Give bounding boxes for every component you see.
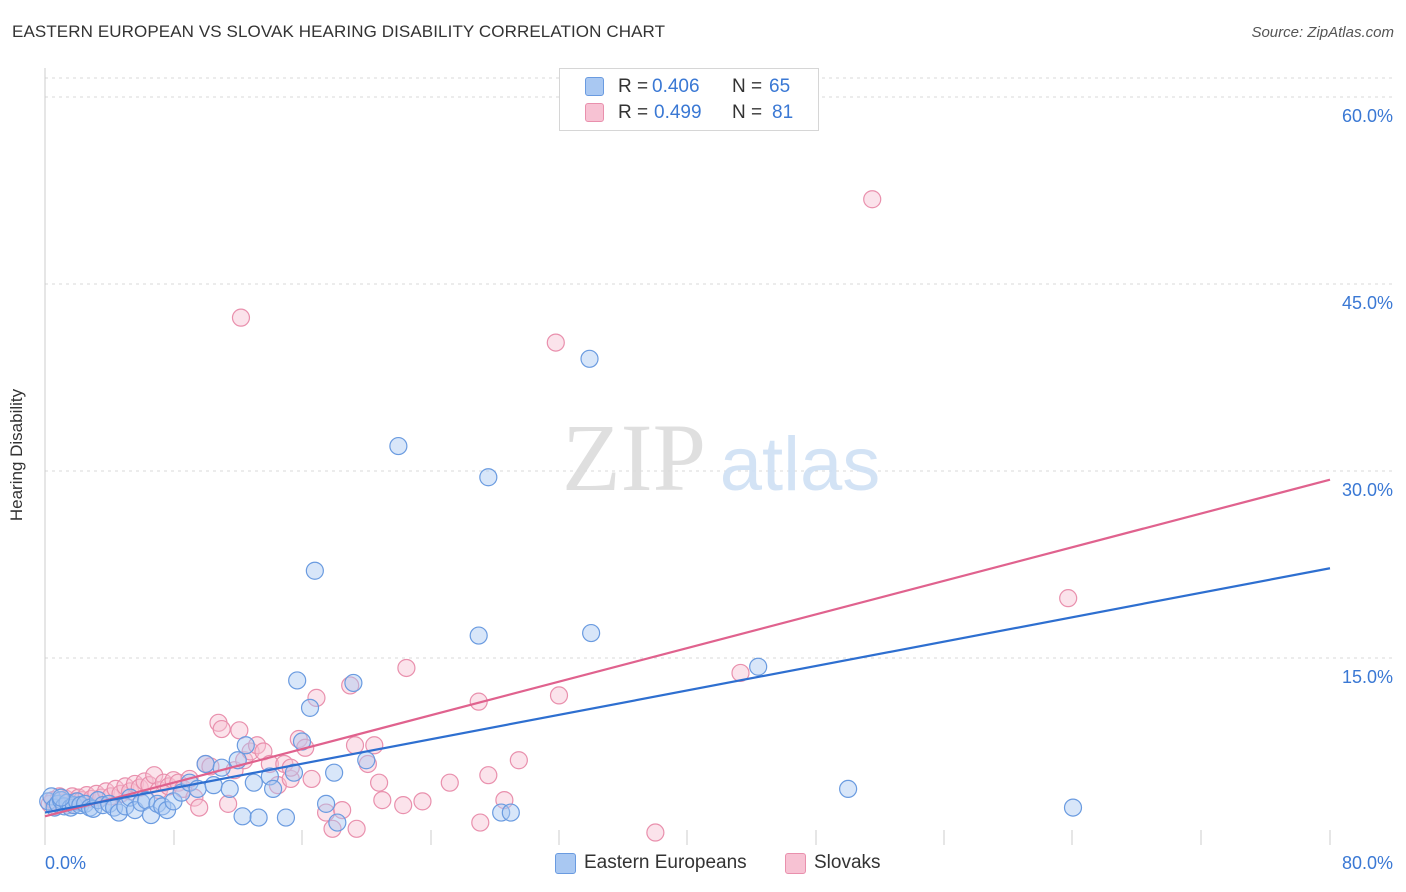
legend-swatch-eastern-europeans — [585, 77, 604, 96]
eastern-europeans-point — [42, 787, 61, 806]
eastern-europeans-point — [1063, 798, 1083, 817]
y-tick-label: 15.0% — [1342, 667, 1393, 687]
eastern-europeans-point — [220, 779, 239, 799]
slovaks-point — [219, 794, 238, 813]
slovaks-point — [212, 719, 231, 739]
slovaks-point — [394, 796, 413, 815]
slovaks-point — [323, 819, 342, 838]
grid-layer — [45, 77, 1394, 659]
eastern-europeans-point — [305, 561, 324, 580]
legend-r-label: R = — [618, 76, 649, 97]
bottom-legend-label-eastern-europeans: Eastern Europeans — [584, 852, 747, 873]
tick-labels: 15.0% 30.0% 45.0% 60.0% 0.0% 80.0% — [45, 106, 1393, 873]
legend-n-value: 65 — [769, 76, 791, 97]
slovaks-point — [347, 819, 366, 838]
slovaks-point — [231, 308, 251, 327]
x-tick-label: 0.0% — [45, 853, 86, 873]
slovaks-point — [549, 686, 569, 705]
slovaks-point — [230, 721, 249, 740]
legend-r-value: 0.499 — [654, 102, 702, 123]
slovaks-point — [546, 333, 565, 352]
eastern-europeans-point — [749, 657, 768, 676]
eastern-europeans-point — [501, 803, 520, 822]
bottom-legend-swatch-eastern-europeans — [555, 853, 576, 874]
slovaks-point — [370, 773, 389, 792]
axis-layer — [44, 68, 1331, 845]
slovaks-point — [413, 792, 432, 811]
chart-title: EASTERN EUROPEAN VS SLOVAK HEARING DISAB… — [12, 22, 666, 41]
legend-r-label: R = — [618, 102, 649, 123]
eastern-europeans-point — [344, 673, 363, 693]
slovaks-point — [373, 791, 392, 810]
slovaks-point — [479, 766, 498, 785]
eastern-europeans-point — [389, 436, 408, 456]
bottom-legend-label-slovaks: Slovaks — [814, 852, 881, 873]
eastern-europeans-point — [316, 794, 336, 813]
eastern-europeans-point — [839, 779, 858, 799]
slovaks-point — [471, 813, 490, 832]
eastern-europeans-point — [479, 468, 498, 487]
source-label: Source: ZipAtlas.com — [1251, 24, 1394, 41]
eastern-europeans-point — [300, 698, 320, 717]
slovaks-point — [341, 676, 360, 695]
slovaks-point — [440, 773, 459, 792]
eastern-europeans-point — [236, 736, 255, 755]
y-tick-label: 60.0% — [1342, 106, 1393, 126]
slovaks-point — [345, 736, 365, 755]
eastern-europeans-point — [233, 807, 252, 826]
slovaks-point — [302, 769, 321, 789]
eastern-europeans-point — [328, 813, 347, 832]
eastern-europeans-point — [582, 623, 601, 643]
slovaks-point — [646, 823, 665, 842]
slovaks-points — [40, 190, 1078, 842]
slovaks-point — [731, 663, 750, 683]
watermark-atlas: atlas — [720, 422, 881, 507]
legend-n-label: N = — [732, 102, 763, 123]
slovaks-point — [397, 658, 416, 678]
eastern-europeans-point — [580, 349, 599, 368]
slovaks-point — [1059, 589, 1078, 608]
slovaks-trend-line — [44, 478, 1331, 818]
eastern-europeans-point — [249, 808, 268, 827]
legend-n-label: N = — [732, 76, 763, 97]
x-tick-label: 80.0% — [1342, 853, 1393, 873]
eastern-europeans-point — [288, 671, 307, 690]
eastern-europeans-point — [469, 626, 488, 645]
bottom-legend-swatch-slovaks — [785, 853, 806, 874]
trend-lines — [44, 478, 1331, 818]
eastern-europeans-point — [492, 803, 511, 822]
legend-n-value: 81 — [772, 102, 794, 123]
eastern-europeans-trend-line — [44, 567, 1331, 814]
slovaks-point — [863, 190, 882, 209]
slovaks-point — [307, 688, 326, 707]
legend-swatch-slovaks — [585, 103, 604, 122]
eastern-europeans-point — [325, 763, 344, 782]
slovaks-point — [509, 751, 528, 770]
eastern-europeans-point — [196, 754, 215, 774]
eastern-europeans-point — [357, 751, 376, 770]
legend-r-value: 0.406 — [652, 76, 700, 97]
eastern-europeans-point — [51, 788, 71, 807]
eastern-europeans-points — [39, 349, 1083, 832]
y-tick-label: 45.0% — [1342, 293, 1393, 313]
slovaks-point — [190, 798, 209, 817]
y-tick-label: 30.0% — [1342, 480, 1393, 500]
correlation-legend: R = 0.406 N = 65 R = 0.499 N = 81 — [559, 68, 819, 131]
eastern-europeans-point — [263, 779, 283, 799]
eastern-europeans-point — [244, 773, 263, 792]
watermark: ZIP atlas — [562, 404, 880, 511]
watermark-zip: ZIP — [562, 404, 706, 511]
eastern-europeans-point — [276, 808, 296, 827]
